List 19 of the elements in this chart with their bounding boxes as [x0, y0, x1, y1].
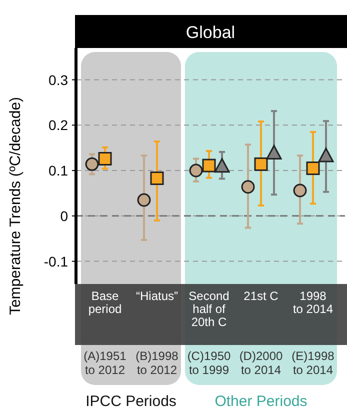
x-tick-label: Base period: [88, 289, 122, 316]
x-tick-label: 1998 to 2014: [292, 289, 334, 316]
chart-title: Global: [186, 23, 236, 42]
y-tick-label: 0: [60, 208, 68, 224]
y-tick-label: 0.2: [48, 117, 68, 134]
text: (D)2000 to 2014: [239, 349, 283, 377]
x-tick-label: Second half of 20th C: [188, 289, 230, 329]
text: (C)1950 to 1999: [187, 349, 231, 377]
text: (B)1998 to 2012: [136, 349, 179, 377]
band-label: IPCC Periods: [86, 393, 176, 410]
text: (A)1951 to 2012: [84, 349, 127, 377]
band-label: Other Periods: [214, 393, 308, 410]
x-tick-label: “Hiatus”: [136, 289, 178, 303]
y-tick-label: 0.3: [48, 72, 68, 88]
text: (E)1998 to 2014: [292, 349, 335, 377]
y-axis-title: Temperature Trends (ºC/decade): [7, 96, 24, 316]
x-tick-label: 21st C: [244, 289, 279, 303]
y-tick-label: -0.1: [44, 253, 68, 270]
y-tick-label: 0.1: [48, 162, 68, 179]
